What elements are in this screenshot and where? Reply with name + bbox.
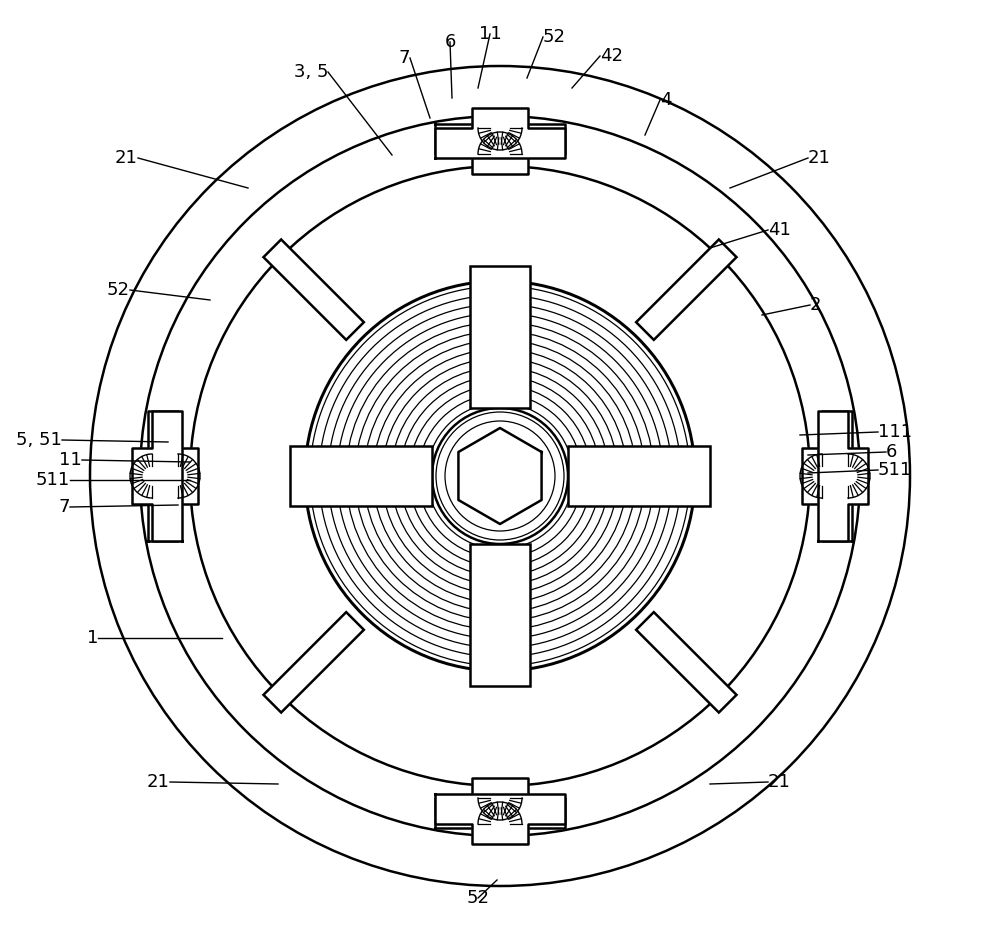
Polygon shape xyxy=(636,240,737,340)
Text: 511: 511 xyxy=(36,471,70,489)
Circle shape xyxy=(305,281,695,671)
Polygon shape xyxy=(435,124,565,174)
Text: 6: 6 xyxy=(886,443,897,461)
Polygon shape xyxy=(263,612,364,712)
Polygon shape xyxy=(470,545,530,686)
Text: 21: 21 xyxy=(147,773,170,791)
Text: 2: 2 xyxy=(810,296,822,314)
Text: 11: 11 xyxy=(59,451,82,469)
Polygon shape xyxy=(290,446,432,506)
Text: 111: 111 xyxy=(878,423,912,441)
Text: 52: 52 xyxy=(466,889,490,907)
Text: 52: 52 xyxy=(107,281,130,299)
Text: 52: 52 xyxy=(543,28,566,46)
Text: 11: 11 xyxy=(479,25,501,43)
Text: 5, 51: 5, 51 xyxy=(16,431,62,449)
Polygon shape xyxy=(470,266,530,407)
Text: 4: 4 xyxy=(660,91,672,109)
Polygon shape xyxy=(132,411,182,541)
Polygon shape xyxy=(148,411,198,541)
Polygon shape xyxy=(802,411,852,541)
Text: 21: 21 xyxy=(808,149,831,167)
Polygon shape xyxy=(568,446,710,506)
Text: 1: 1 xyxy=(87,629,98,647)
Polygon shape xyxy=(458,428,542,524)
Text: 3, 5: 3, 5 xyxy=(294,63,328,81)
Polygon shape xyxy=(636,612,737,712)
Text: 41: 41 xyxy=(768,221,791,239)
Polygon shape xyxy=(435,794,565,844)
Text: 7: 7 xyxy=(58,498,70,516)
Polygon shape xyxy=(263,240,364,340)
Text: 21: 21 xyxy=(768,773,791,791)
Text: 6: 6 xyxy=(444,33,456,51)
Polygon shape xyxy=(435,108,565,158)
Polygon shape xyxy=(435,778,565,828)
Polygon shape xyxy=(818,411,868,541)
Text: 511: 511 xyxy=(878,461,912,479)
Text: 7: 7 xyxy=(398,49,410,67)
Text: 42: 42 xyxy=(600,47,623,65)
Text: 21: 21 xyxy=(115,149,138,167)
